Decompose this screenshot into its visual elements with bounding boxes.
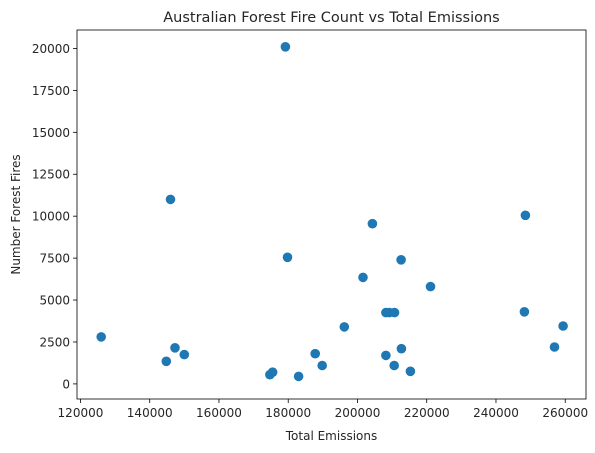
x-axis-label: Total Emissions	[285, 429, 377, 443]
y-tick-label-20000: 20000	[32, 42, 70, 56]
x-tick-label-260000: 260000	[542, 406, 588, 420]
data-point-10	[293, 371, 304, 382]
data-point-24	[425, 281, 436, 292]
data-point-4	[170, 343, 180, 353]
x-axis-ticks: 120000 140000 160000 180000 200000 220000 2400…	[58, 399, 588, 420]
data-point-21	[396, 254, 406, 265]
data-point-16	[381, 350, 391, 361]
y-tick-label-17500: 17500	[32, 84, 70, 98]
y-axis-label: Number Forest Fires	[9, 154, 23, 274]
y-tick-label-10000: 10000	[32, 210, 70, 224]
data-point-25	[519, 307, 530, 317]
x-tick-label-220000: 220000	[404, 406, 450, 420]
y-tick-label-2500: 2500	[39, 335, 70, 349]
x-tick-label-140000: 140000	[127, 406, 173, 420]
data-point-19	[389, 360, 400, 371]
data-point-5	[179, 349, 190, 360]
y-axis-ticks: 0 2500 5000 7500 10000 12500 15000 17500 20000	[32, 42, 77, 391]
y-tick-label-15000: 15000	[32, 126, 70, 140]
data-point-7	[267, 367, 278, 378]
data-point-22	[396, 343, 407, 354]
data-point-3	[165, 194, 176, 205]
data-point-11	[310, 348, 321, 359]
data-point-23	[405, 366, 416, 377]
data-point-8	[280, 42, 291, 52]
data-point-13	[339, 322, 350, 332]
data-point-27	[549, 342, 560, 352]
data-point-15	[367, 218, 378, 229]
y-tick-label-5000: 5000	[39, 294, 70, 308]
y-tick-label-0: 0	[62, 377, 70, 391]
x-tick-label-160000: 160000	[196, 406, 242, 420]
data-point-26	[520, 210, 531, 221]
data-point-20	[389, 307, 400, 318]
data-point-2	[161, 356, 172, 367]
points-layer	[96, 42, 568, 382]
y-tick-label-12500: 12500	[32, 168, 70, 182]
data-point-1	[96, 332, 106, 342]
chart-title: Australian Forest Fire Count vs Total Em…	[163, 10, 500, 26]
data-point-12	[317, 360, 328, 371]
data-point-14	[358, 272, 368, 283]
x-tick-label-120000: 120000	[58, 406, 104, 420]
data-point-9	[282, 252, 293, 263]
y-tick-label-7500: 7500	[39, 252, 70, 266]
data-point-28	[558, 321, 568, 331]
x-tick-label-180000: 180000	[265, 406, 311, 420]
plot-frame	[76, 29, 587, 400]
x-tick-label-240000: 240000	[473, 406, 519, 420]
x-tick-label-200000: 200000	[335, 406, 381, 420]
